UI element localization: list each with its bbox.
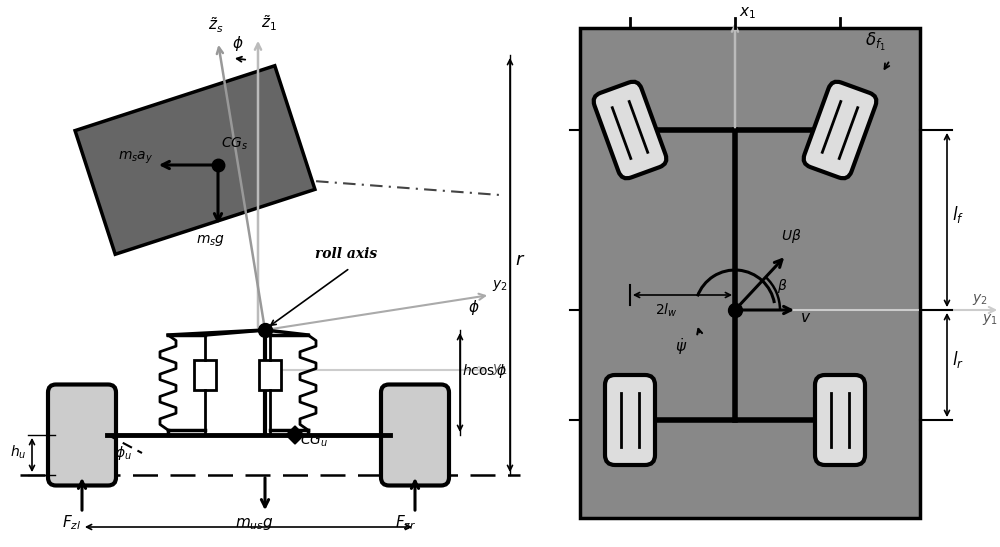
FancyBboxPatch shape bbox=[381, 385, 449, 486]
Text: $m_s g$: $m_s g$ bbox=[196, 233, 225, 248]
Text: $r$: $r$ bbox=[515, 251, 525, 269]
Bar bbox=[259, 360, 281, 390]
Text: $y_2$: $y_2$ bbox=[492, 278, 508, 293]
Text: $y_1$: $y_1$ bbox=[492, 362, 508, 377]
Text: $y_1$: $y_1$ bbox=[982, 312, 998, 327]
Text: $U\beta$: $U\beta$ bbox=[781, 227, 802, 245]
Text: $\delta_{f_1}$: $\delta_{f_1}$ bbox=[865, 31, 886, 53]
Text: $\tilde{z}_s$: $\tilde{z}_s$ bbox=[208, 15, 224, 34]
Text: $l_r$: $l_r$ bbox=[952, 349, 964, 370]
Text: $CG_s$: $CG_s$ bbox=[221, 136, 248, 153]
Text: $\phi$: $\phi$ bbox=[232, 34, 244, 53]
Polygon shape bbox=[75, 66, 315, 254]
Bar bbox=[194, 360, 216, 390]
Text: $m_{us}g$: $m_{us}g$ bbox=[235, 516, 274, 532]
Text: $\tilde{z}_1$: $\tilde{z}_1$ bbox=[261, 13, 277, 33]
Text: $y_2$: $y_2$ bbox=[972, 292, 988, 307]
Text: $F_{zr}$: $F_{zr}$ bbox=[395, 513, 416, 532]
Text: $h_u$: $h_u$ bbox=[10, 444, 27, 462]
Text: $v$: $v$ bbox=[800, 311, 811, 325]
Bar bbox=[580, 28, 920, 518]
Text: $h\cos\phi$: $h\cos\phi$ bbox=[462, 362, 507, 380]
FancyBboxPatch shape bbox=[804, 82, 876, 178]
Polygon shape bbox=[286, 426, 304, 444]
Text: $\phi$: $\phi$ bbox=[468, 298, 480, 317]
Text: $2l_w$: $2l_w$ bbox=[655, 302, 678, 319]
Text: $CG_u$: $CG_u$ bbox=[300, 433, 328, 450]
Text: $x_1$: $x_1$ bbox=[739, 5, 756, 21]
Text: $l_f$: $l_f$ bbox=[952, 204, 964, 225]
Text: $\dot{\psi}$: $\dot{\psi}$ bbox=[675, 336, 687, 357]
Text: $\beta$: $\beta$ bbox=[777, 277, 787, 295]
Text: $F_{zl}$: $F_{zl}$ bbox=[62, 513, 81, 532]
Text: $\phi_u$: $\phi_u$ bbox=[115, 444, 132, 462]
FancyBboxPatch shape bbox=[605, 375, 655, 465]
Text: $m_s a_y$: $m_s a_y$ bbox=[118, 150, 153, 166]
Text: roll axis: roll axis bbox=[315, 247, 377, 261]
FancyBboxPatch shape bbox=[815, 375, 865, 465]
FancyBboxPatch shape bbox=[594, 82, 666, 178]
FancyBboxPatch shape bbox=[48, 385, 116, 486]
